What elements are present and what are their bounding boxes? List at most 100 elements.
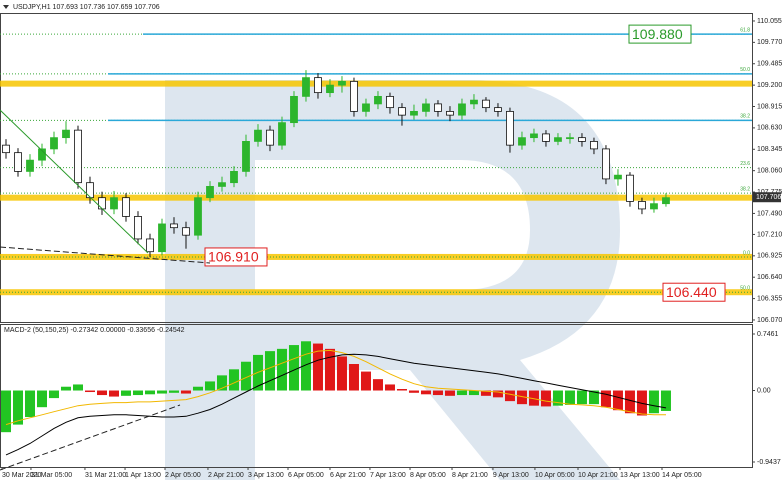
candle-body [590, 141, 598, 150]
candle-body [386, 95, 394, 109]
macd-frame [0, 324, 753, 468]
histogram-bar [408, 390, 419, 393]
candle-body [266, 129, 274, 146]
histogram-bar [504, 390, 515, 402]
x-tick-label: 2 Apr 05:00 [165, 472, 201, 479]
x-tick-label: 31 Mar 21:00 [85, 472, 126, 479]
x-tick-label: 8 Apr 05:00 [410, 472, 446, 479]
candle-body [158, 223, 166, 253]
histogram-bar [264, 351, 275, 391]
histogram-bar [72, 384, 83, 391]
price-box [204, 247, 268, 267]
candle-body [434, 103, 442, 112]
candle-body [314, 77, 322, 94]
histogram-bar [420, 390, 431, 395]
histogram-bar [96, 390, 107, 396]
candle-body [98, 197, 106, 210]
histogram-bar [372, 379, 383, 391]
histogram-bar [528, 390, 539, 406]
x-tick-label: 7 Apr 13:00 [370, 472, 406, 479]
y-tick-label: 108.345 [757, 146, 782, 153]
watermark [165, 80, 620, 480]
histogram-bar [540, 390, 551, 407]
price-box-label: 109.880 [632, 26, 683, 42]
candle-body [530, 133, 538, 139]
y-tick-label: 106.640 [757, 274, 782, 281]
histogram-bar [468, 390, 479, 396]
histogram-bar [360, 371, 371, 391]
histogram-bar [156, 390, 167, 394]
trend-line [0, 246, 211, 264]
histogram-bar [300, 341, 311, 391]
histogram-bar [612, 390, 623, 411]
histogram-bar [0, 390, 11, 433]
price-box [662, 282, 726, 302]
candle-body [278, 122, 286, 146]
histogram-bar [228, 369, 239, 391]
candle-body [50, 137, 58, 150]
y-tick-label: 0.00 [757, 387, 771, 394]
candle-body [182, 227, 190, 236]
candle-body [374, 95, 382, 105]
histogram-bar [336, 356, 347, 391]
candle-body [338, 80, 346, 86]
histogram-bar [84, 390, 95, 393]
fib-label: 0.0 [743, 250, 750, 256]
candle-body [110, 197, 118, 210]
histogram-bar [276, 348, 287, 391]
x-tick-label: 10 Apr 05:00 [535, 472, 575, 479]
dropdown-icon[interactable] [3, 5, 9, 9]
histogram-bar [324, 348, 335, 391]
last-price-box [753, 192, 781, 203]
histogram-bar [480, 390, 491, 396]
histogram-bar [432, 390, 443, 396]
chart-title: USDJPY,H1 107.693 107.736 107.659 107.70… [13, 4, 160, 11]
candle-body [614, 174, 622, 180]
histogram-bar [384, 384, 395, 391]
candle-body [518, 137, 526, 146]
candle-body [290, 95, 298, 124]
candle-body [2, 144, 10, 154]
support-band [0, 194, 752, 201]
histogram-bar [444, 390, 455, 396]
histogram-bar [204, 381, 215, 391]
candle-body [362, 103, 370, 112]
fib-label: 38.2 [740, 187, 750, 193]
candle-body [446, 110, 454, 116]
candle-body [86, 182, 94, 199]
histogram-bar [48, 390, 59, 399]
candle-body [458, 103, 466, 116]
macd-title: MACD-2 (50,150,25) -0.27342 0.00000 -0.3… [4, 327, 185, 334]
histogram-bar [576, 390, 587, 405]
histogram-bar [588, 390, 599, 405]
candle-body [554, 137, 562, 142]
candle-body [542, 133, 550, 142]
plot-layer: 110.055 109.770 109.485 109.200 108.915 108.6… [0, 18, 782, 479]
histogram-bar [168, 390, 179, 393]
candle-body [506, 110, 514, 146]
candle-body [218, 182, 226, 187]
x-tick-label: 8 Apr 21:00 [452, 472, 488, 479]
histogram-bar [624, 390, 635, 414]
histogram-bar [600, 390, 611, 408]
candle-body [398, 107, 406, 116]
histogram-bar [36, 390, 47, 408]
y-tick-label: 108.630 [757, 125, 782, 132]
candle-body [326, 84, 334, 94]
y-tick-label: 106.070 [757, 317, 782, 324]
x-tick-label: 30 Mar 2020 [2, 472, 41, 479]
candle-body [254, 129, 262, 142]
candle-body [638, 201, 646, 210]
candle-body [602, 148, 610, 180]
histogram-bar [192, 386, 203, 391]
signal-line [5, 349, 666, 426]
candle-body [578, 137, 586, 142]
price-box-label: 106.910 [208, 249, 259, 265]
macd-trend-line [0, 404, 181, 471]
fib-label: 50.0 [740, 67, 750, 73]
candle-body [494, 107, 502, 112]
x-tick-label: 13 Apr 13:00 [620, 472, 660, 479]
candle-body [422, 103, 430, 112]
histogram-bar [516, 390, 527, 405]
histogram-bar [552, 390, 563, 406]
